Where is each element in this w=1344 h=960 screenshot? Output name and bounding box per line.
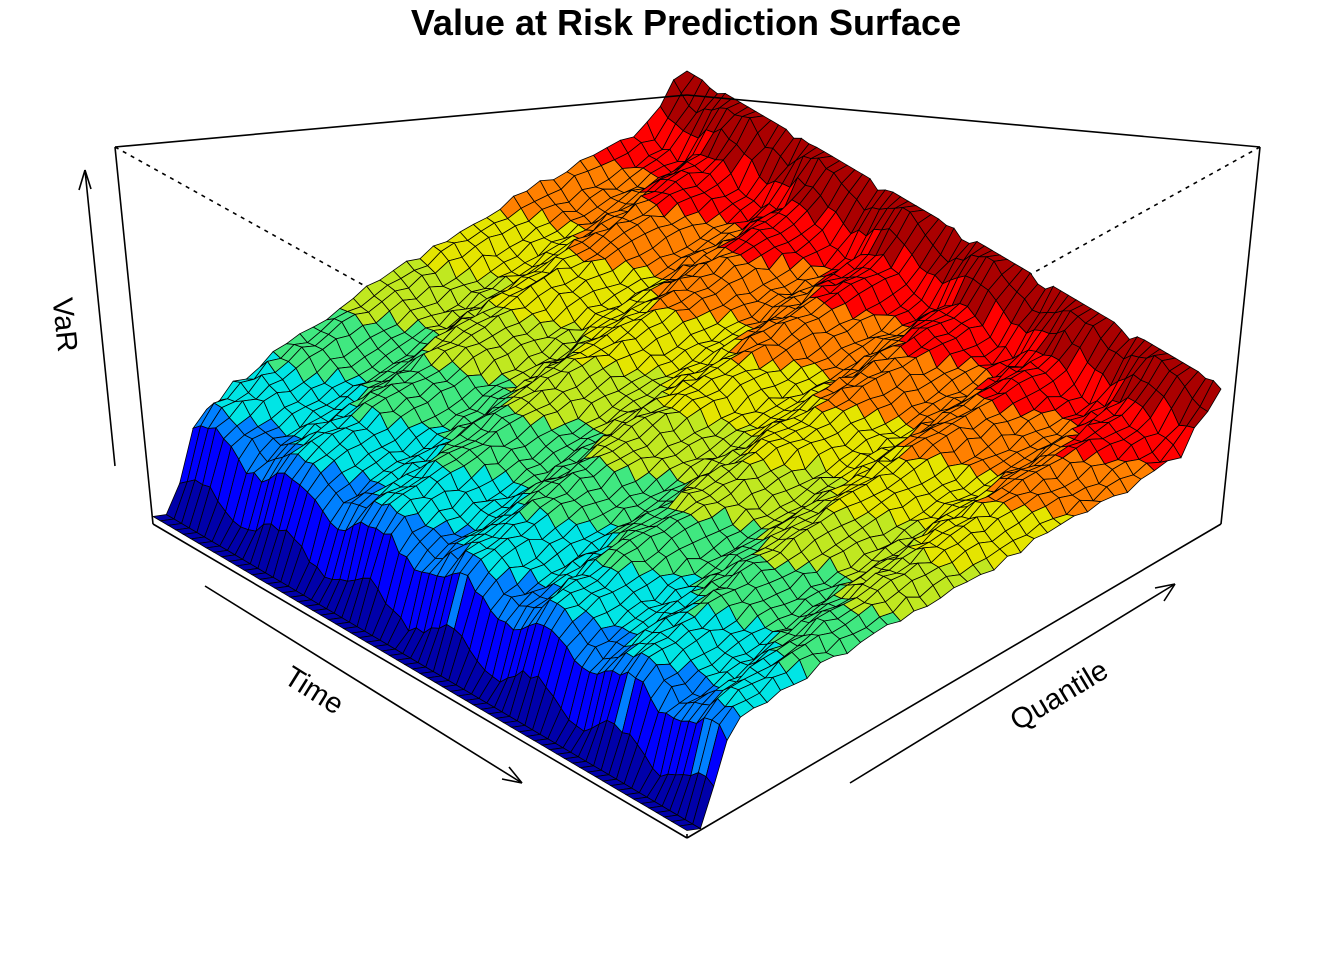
box-front-edges (114, 94, 1261, 839)
box-edge (1220, 146, 1261, 525)
var-axis-arrow (78, 169, 116, 467)
time-axis-arrow (204, 585, 523, 784)
box-edge (152, 523, 688, 839)
box-edge (686, 523, 1222, 839)
box-edge (114, 146, 154, 525)
surface-mesh (151, 70, 1222, 831)
box-edge (114, 94, 688, 148)
z-axis-label: VaR (46, 296, 83, 353)
chart-title: Value at Risk Prediction Surface (410, 2, 962, 43)
surface-facet (678, 823, 702, 831)
box-edge (686, 94, 1261, 148)
quantile-axis-arrow (849, 583, 1176, 784)
y-axis-label: Quantile (1005, 654, 1114, 737)
